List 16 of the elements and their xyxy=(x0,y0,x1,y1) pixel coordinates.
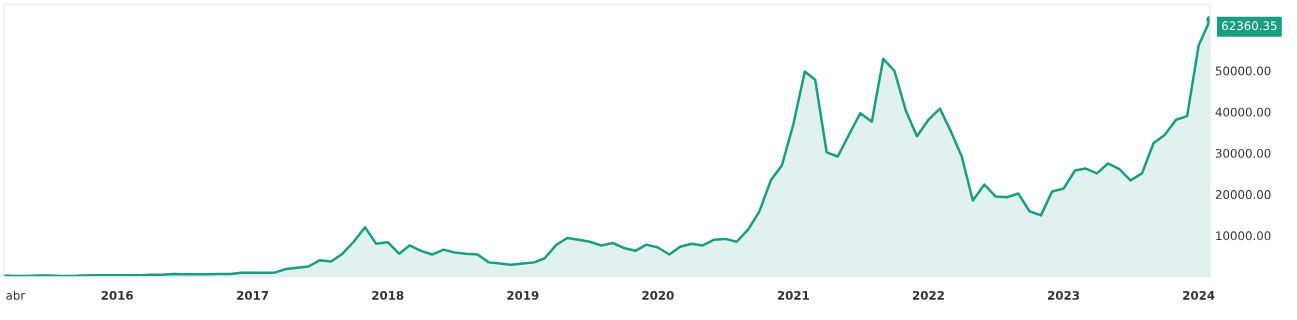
y-tick-label: 30000.00 xyxy=(1215,148,1271,158)
x-tick-label: 2024 xyxy=(1183,290,1215,300)
x-tick-label: 2020 xyxy=(642,290,674,300)
data-label: 62360.35 xyxy=(1222,21,1277,31)
x-tick-label: 2021 xyxy=(777,290,809,300)
x-tick-label: 2018 xyxy=(372,290,404,300)
x-tick-label: 2019 xyxy=(507,290,539,300)
y-tick-label: 20000.00 xyxy=(1215,190,1271,200)
y-tick-label: 50000.00 xyxy=(1215,66,1271,76)
y-tick-label: 40000.00 xyxy=(1215,107,1271,117)
x-tick-label: 2017 xyxy=(237,290,269,300)
y-tick-label: 10000.00 xyxy=(1216,231,1271,241)
x-tick-label: 2023 xyxy=(1048,290,1080,300)
x-tick-label: 2016 xyxy=(101,290,133,300)
x-tick-label: 2022 xyxy=(912,290,944,300)
x-tick-label: abr xyxy=(6,290,26,300)
